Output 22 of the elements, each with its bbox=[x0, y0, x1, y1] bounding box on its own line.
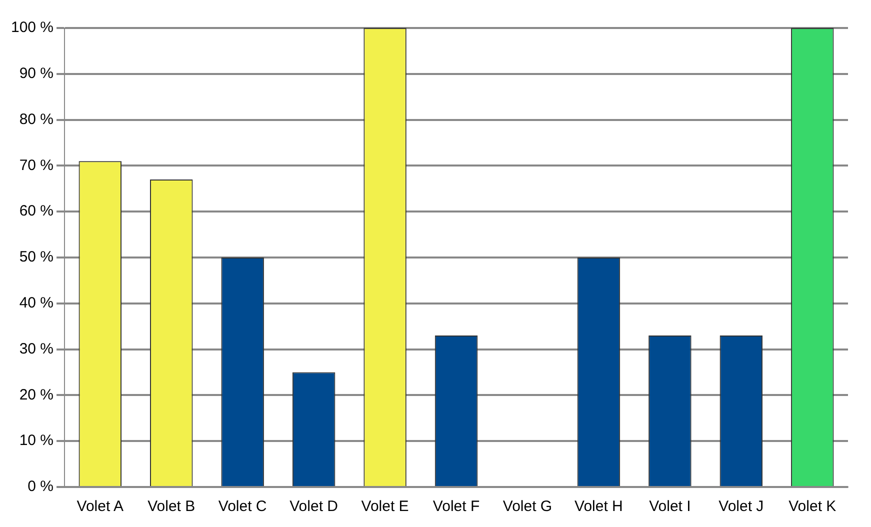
y-tick-label: 80 % bbox=[19, 110, 54, 128]
x-tick-label: Volet C bbox=[218, 498, 267, 516]
x-tick-label: Volet I bbox=[649, 498, 691, 516]
x-tick-label: Volet K bbox=[788, 498, 836, 516]
x-tick-label: Volet A bbox=[76, 498, 124, 516]
y-tick-label: 70 % bbox=[19, 156, 54, 174]
x-tick-label: Volet F bbox=[432, 498, 480, 516]
x-tick-label: Volet D bbox=[290, 498, 338, 516]
y-tick-label: 30 % bbox=[19, 340, 54, 358]
y-tick-label: 0 % bbox=[28, 478, 54, 496]
x-tick-label: Volet G bbox=[502, 498, 552, 516]
y-tick-label: 100 % bbox=[10, 19, 54, 36]
x-tick-label: Volet B bbox=[148, 498, 196, 516]
y-tick-label: 10 % bbox=[19, 432, 54, 450]
y-tick-label: 40 % bbox=[19, 294, 54, 312]
x-tick-label: Volet E bbox=[361, 498, 409, 516]
y-tick-label: 90 % bbox=[19, 65, 54, 82]
y-tick-label: 60 % bbox=[19, 202, 54, 220]
x-tick-label: Volet J bbox=[718, 498, 764, 516]
y-tick-label: 50 % bbox=[19, 248, 54, 266]
y-tick-label: 20 % bbox=[19, 386, 54, 404]
x-tick-label: Volet H bbox=[574, 498, 623, 516]
